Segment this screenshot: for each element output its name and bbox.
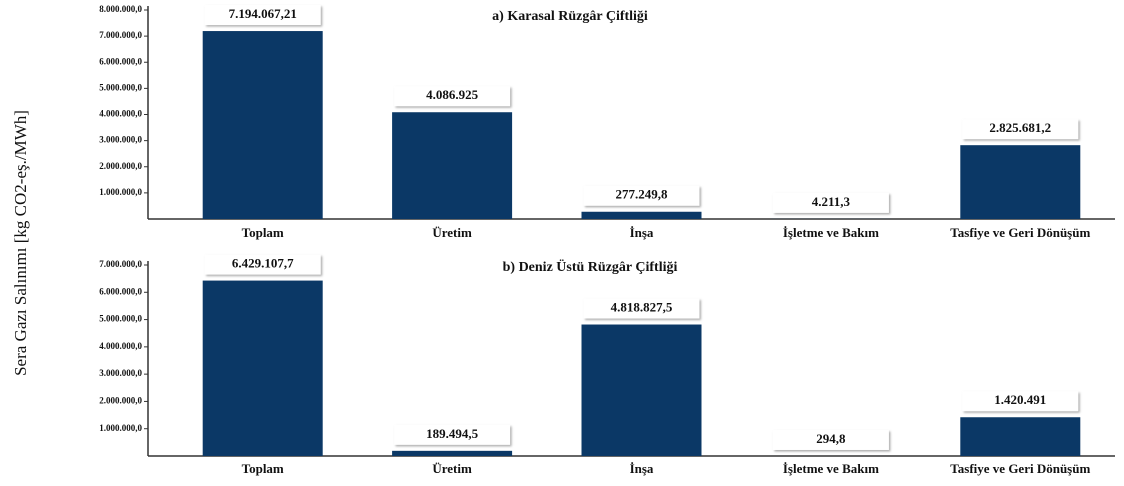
bar: [202, 280, 323, 456]
value-label-box: [583, 298, 700, 319]
y-tick-label: 4.000.000,0: [99, 341, 142, 351]
value-label-box: [394, 424, 511, 445]
value-label: 294,8: [816, 431, 846, 446]
value-label: 4.211,3: [812, 194, 851, 209]
value-label-box: [962, 119, 1079, 140]
y-tick-label: 5.000.000,0: [99, 314, 142, 324]
x-tick-label: Üretim: [432, 225, 472, 240]
value-label: 6.429.107,7: [232, 256, 294, 271]
value-label: 189.494,5: [426, 426, 479, 441]
chart-title: a) Karasal Rüzgâr Çiftliği: [492, 9, 648, 24]
value-label-box: [204, 5, 321, 26]
y-tick-label: 6.000.000,0: [99, 286, 142, 296]
value-label-box: [204, 254, 321, 275]
value-label: 4.818.827,5: [611, 299, 673, 314]
value-label: 2.825.681,2: [989, 120, 1051, 135]
bar: [581, 324, 702, 456]
x-tick-label: İnşa: [630, 225, 654, 240]
y-tick-label: 2.000.000,0: [99, 395, 142, 405]
x-tick-label: Tasfiye ve Geri Dönüşüm: [950, 225, 1090, 240]
value-label-box: [583, 185, 700, 206]
value-label-box: [772, 192, 889, 213]
y-tick-label: 3.000.000,0: [99, 135, 142, 145]
y-tick-label: 1.000.000,0: [99, 187, 142, 197]
y-tick-label: 6.000.000,0: [99, 56, 142, 66]
bar: [960, 417, 1081, 456]
y-axis-label: Sera Gazı Salınımı [kg CO2-eş./MWh]: [11, 110, 30, 376]
y-tick-label: 4.000.000,0: [99, 109, 142, 119]
value-label-box: [962, 391, 1079, 412]
bar: [392, 112, 513, 219]
value-label: 7.194.067,21: [229, 6, 297, 21]
bar: [581, 211, 702, 219]
bar: [392, 450, 513, 456]
chart-title: b) Deniz Üstü Rüzgâr Çiftliği: [503, 258, 678, 275]
value-label: 277.249,8: [616, 187, 669, 202]
value-label: 4.086.925: [426, 87, 479, 102]
value-label-box: [394, 86, 511, 107]
y-tick-label: 2.000.000,0: [99, 161, 142, 171]
value-label-box: [772, 429, 889, 450]
x-tick-label: Toplam: [242, 225, 284, 240]
bar: [960, 145, 1081, 219]
value-label: 1.420.491: [994, 392, 1046, 407]
x-tick-label: İşletme ve Bakım: [783, 225, 879, 240]
x-tick-label: Tasfiye ve Geri Dönüşüm: [950, 461, 1090, 476]
y-tick-label: 7.000.000,0: [99, 259, 142, 269]
y-tick-label: 5.000.000,0: [99, 82, 142, 92]
x-tick-label: Üretim: [432, 461, 472, 476]
bar: [202, 31, 323, 220]
y-tick-label: 3.000.000,0: [99, 368, 142, 378]
x-tick-label: Toplam: [242, 461, 284, 476]
y-tick-label: 1.000.000,0: [99, 423, 142, 433]
x-tick-label: İşletme ve Bakım: [783, 461, 879, 476]
x-tick-label: İnşa: [630, 461, 654, 476]
y-tick-label: 7.000.000,0: [99, 30, 142, 40]
y-tick-label: 8.000.000,0: [99, 4, 142, 14]
